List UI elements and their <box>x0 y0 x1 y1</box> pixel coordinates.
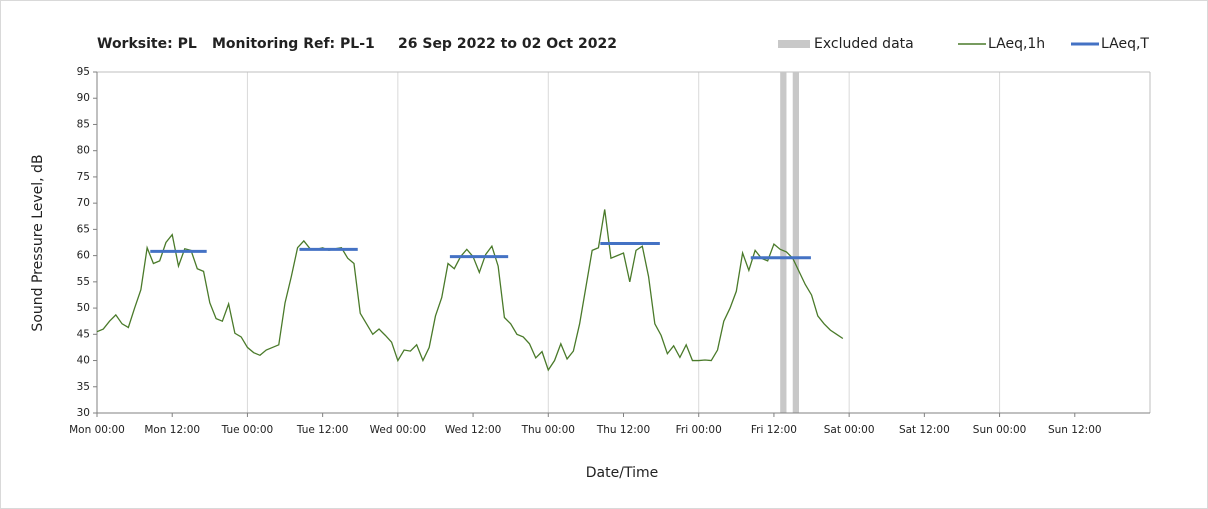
legend-label: LAeq,1h <box>988 36 1045 52</box>
y-tick-label: 60 <box>77 250 90 262</box>
y-tick-label: 40 <box>77 355 90 367</box>
y-tick-label: 70 <box>77 197 90 209</box>
y-tick-label: 85 <box>77 118 90 130</box>
y-tick-label: 75 <box>77 171 90 183</box>
y-tick-label: 65 <box>77 223 90 235</box>
x-tick-label: Mon 12:00 <box>144 424 200 436</box>
data-line <box>96 209 844 372</box>
x-tick-label: Tue 00:00 <box>221 424 274 436</box>
legend-label: LAeq,T <box>1101 36 1149 52</box>
x-tick-label: Sat 12:00 <box>899 424 950 436</box>
y-tick-label: 90 <box>77 92 90 104</box>
x-tick-label: Sat 00:00 <box>824 424 875 436</box>
y-tick-label: 35 <box>77 381 90 393</box>
chart-title: Worksite: PL <box>97 36 197 52</box>
y-tick-label: 80 <box>77 145 90 157</box>
legend-label: Excluded data <box>814 36 914 52</box>
chart-title: Monitoring Ref: PL-1 <box>212 36 375 52</box>
y-tick-label: 50 <box>77 302 90 314</box>
x-tick-label: Thu 00:00 <box>521 424 575 436</box>
x-tick-label: Fri 12:00 <box>751 424 797 436</box>
x-tick-label: Wed 00:00 <box>370 424 427 436</box>
y-axis-label: Sound Pressure Level, dB <box>30 154 46 331</box>
chart-title: 26 Sep 2022 to 02 Oct 2022 <box>398 36 617 52</box>
x-tick-label: Tue 12:00 <box>296 424 349 436</box>
x-tick-label: Sun 12:00 <box>1048 424 1102 436</box>
y-tick-label: 45 <box>77 328 90 340</box>
x-axis-label: Date/Time <box>586 465 658 481</box>
excluded-band <box>780 72 787 413</box>
y-tick-label: 55 <box>77 276 90 288</box>
y-tick-label: 30 <box>77 407 90 419</box>
y-tick-label: 95 <box>77 66 90 78</box>
excluded-band <box>792 72 799 413</box>
legend-swatch <box>778 40 810 48</box>
x-tick-label: Fri 00:00 <box>676 424 722 436</box>
x-tick-label: Sun 00:00 <box>973 424 1027 436</box>
x-tick-label: Mon 00:00 <box>69 424 125 436</box>
x-tick-label: Thu 12:00 <box>596 424 650 436</box>
x-tick-label: Wed 12:00 <box>445 424 502 436</box>
